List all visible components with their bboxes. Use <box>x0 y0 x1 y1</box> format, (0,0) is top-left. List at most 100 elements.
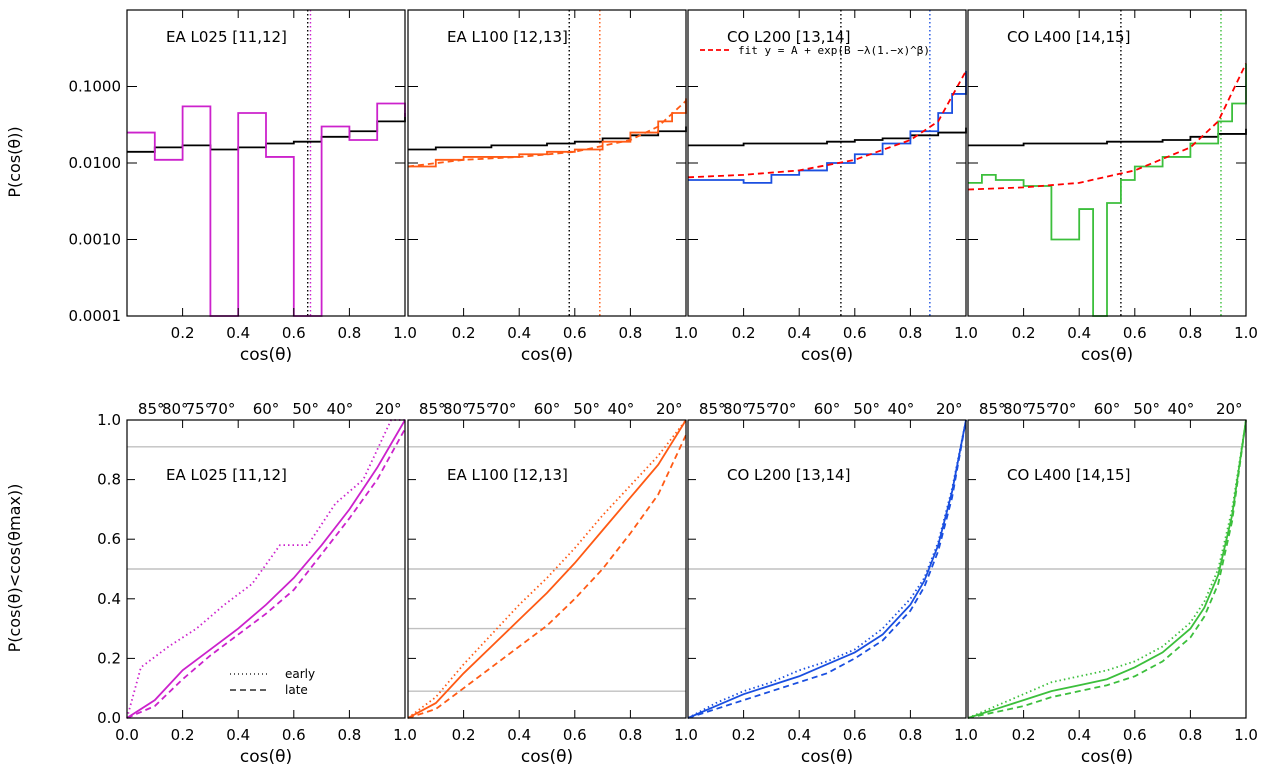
x-tick-label: 0.2 <box>1012 324 1036 342</box>
panel-bottom-3: 0.2 0.4 0.6 0.8 1.0 cos(θ) 85°80°75°70° 60° 50° 4… <box>687 400 978 767</box>
x-tick-label: 1.0 <box>674 324 698 342</box>
series-2 <box>967 419 1247 719</box>
plot-frame <box>967 419 1247 719</box>
top-angle-label: 80° <box>1003 400 1030 418</box>
fit-legend-label: fit y = A + exp(B −λ(1.−x)^β) <box>738 44 930 57</box>
x-tick-label: 0.6 <box>1123 324 1147 342</box>
plot-frame <box>407 419 687 719</box>
legend-late-label: late <box>285 683 308 697</box>
bottom-ylabel: P(cos(θ)<cos(θmax)) <box>5 484 24 653</box>
top-angle-label: 50° <box>1133 400 1160 418</box>
x-tick-label: 0.4 <box>1067 726 1091 744</box>
top-angle-label: 70° <box>490 400 517 418</box>
x-tick-label: 0.2 <box>732 324 756 342</box>
y-tick-label: 0.0001 <box>69 307 122 325</box>
panel-title: EA L025 [11,12] <box>166 28 287 46</box>
x-axis-label: cos(θ) <box>801 747 853 767</box>
fit-legend: fit y = A + exp(B −λ(1.−x)^β) <box>700 44 930 57</box>
panel-title: CO L400 [14,15] <box>1007 28 1130 46</box>
panel-bottom-2: 0.2 0.4 0.6 0.8 1.0 cos(θ) 85°80°75°70° 60° 50° 4… <box>407 400 698 767</box>
x-axis-label: cos(θ) <box>240 345 292 365</box>
series-1 <box>688 70 967 184</box>
series-0 <box>687 419 967 719</box>
series-0 <box>408 126 687 151</box>
x-tick-label: 0.6 <box>843 726 867 744</box>
series-2 <box>967 63 1247 191</box>
panel-title: EA L100 [12,13] <box>447 28 568 46</box>
series-1 <box>408 98 687 168</box>
top-angle-label: 85° <box>419 400 446 418</box>
y-tick-label: 0.4 <box>97 590 121 608</box>
top-angle-label: 50° <box>853 400 880 418</box>
x-tick-label: 0.8 <box>1178 324 1202 342</box>
panels: 0.2 0.4 0.6 0.8 1.0 cos(θ) 0.0001 0.0010 0.0100 0… <box>69 9 1258 767</box>
x-tick-label: 0.8 <box>337 726 361 744</box>
x-tick-label: 1.0 <box>674 726 698 744</box>
x-tick-label: 0.2 <box>452 726 476 744</box>
series-0 <box>967 419 1247 719</box>
panel-title: EA L100 [12,13] <box>447 466 568 484</box>
top-angle-label: 40° <box>1168 400 1195 418</box>
panel-top-3: 0.2 0.4 0.6 0.8 1.0 cos(θ) CO L200 [13,14] <box>687 9 978 365</box>
top-angle-label: 50° <box>292 400 319 418</box>
panel-title: CO L400 [14,15] <box>1007 466 1130 484</box>
series-2 <box>407 100 687 168</box>
top-angle-label: 50° <box>573 400 600 418</box>
x-axis-label: cos(θ) <box>240 747 292 767</box>
x-tick-label: 0.8 <box>898 726 922 744</box>
series-2 <box>407 434 687 719</box>
plot-frame <box>687 419 967 719</box>
x-tick-label: 1.0 <box>954 324 978 342</box>
top-angle-label: 60° <box>534 400 561 418</box>
panel-title: EA L025 [11,12] <box>166 466 287 484</box>
x-tick-label: 1.0 <box>1234 726 1258 744</box>
top-angle-label: 75° <box>1027 400 1054 418</box>
panel-top-1: 0.2 0.4 0.6 0.8 1.0 cos(θ) 0.0001 0.0010 0.0100 0… <box>69 9 417 365</box>
top-angle-label: 80° <box>162 400 189 418</box>
panel-bottom-1: 0.0 0.2 0.4 0.6 0.8 1.0 cos(θ) 85°80°75°70° 60° 5… <box>97 400 417 767</box>
x-tick-label: 0.2 <box>732 726 756 744</box>
x-tick-label: 0.2 <box>171 324 195 342</box>
y-tick-label: 0.8 <box>97 471 121 489</box>
panel-bottom-4: 0.2 0.4 0.6 0.8 1.0 cos(θ) 85°80°75°70° 60° 50° 4… <box>967 400 1258 767</box>
x-tick-label: 0.4 <box>226 726 250 744</box>
series-1 <box>968 63 1247 317</box>
line-style-legend: early late <box>230 667 315 697</box>
series-1 <box>126 428 406 719</box>
plot-frame <box>126 9 406 317</box>
x-tick-label: 0.2 <box>171 726 195 744</box>
x-axis-label: cos(θ) <box>1081 747 1133 767</box>
series-0 <box>407 419 687 719</box>
series-2 <box>126 419 405 719</box>
x-tick-label: 1.0 <box>954 726 978 744</box>
x-tick-label: 0.6 <box>563 726 587 744</box>
x-tick-label: 0.4 <box>507 726 531 744</box>
y-tick-label: 0.0100 <box>69 154 122 172</box>
legend-early-label: early <box>285 667 315 681</box>
series-2 <box>687 70 967 179</box>
top-angle-label: 75° <box>747 400 774 418</box>
x-tick-label: 0.6 <box>563 324 587 342</box>
x-tick-label: 0.8 <box>1178 726 1202 744</box>
x-tick-label: 0.6 <box>843 324 867 342</box>
x-tick-label: 0.4 <box>787 324 811 342</box>
top-angle-label: 80° <box>723 400 750 418</box>
x-axis-label: cos(θ) <box>521 345 573 365</box>
series-1 <box>967 419 1247 719</box>
series-0 <box>126 419 406 719</box>
top-angle-label: 75° <box>467 400 494 418</box>
top-angle-label: 60° <box>814 400 841 418</box>
x-tick-label: 0.8 <box>898 324 922 342</box>
panel-top-4: 0.2 0.4 0.6 0.8 1.0 cos(θ) CO L400 [14,15] <box>967 9 1258 365</box>
x-tick-label: 0.2 <box>452 324 476 342</box>
top-angle-label: 40° <box>888 400 915 418</box>
y-tick-label: 0.2 <box>97 649 121 667</box>
y-tick-label: 0.0 <box>97 709 121 727</box>
x-tick-label: 0.4 <box>507 324 531 342</box>
top-angle-label: 40° <box>608 400 635 418</box>
plot-frame <box>126 419 406 719</box>
top-angle-label: 80° <box>443 400 470 418</box>
y-tick-label: 0.1000 <box>69 78 122 96</box>
x-tick-label: 0.8 <box>618 726 642 744</box>
